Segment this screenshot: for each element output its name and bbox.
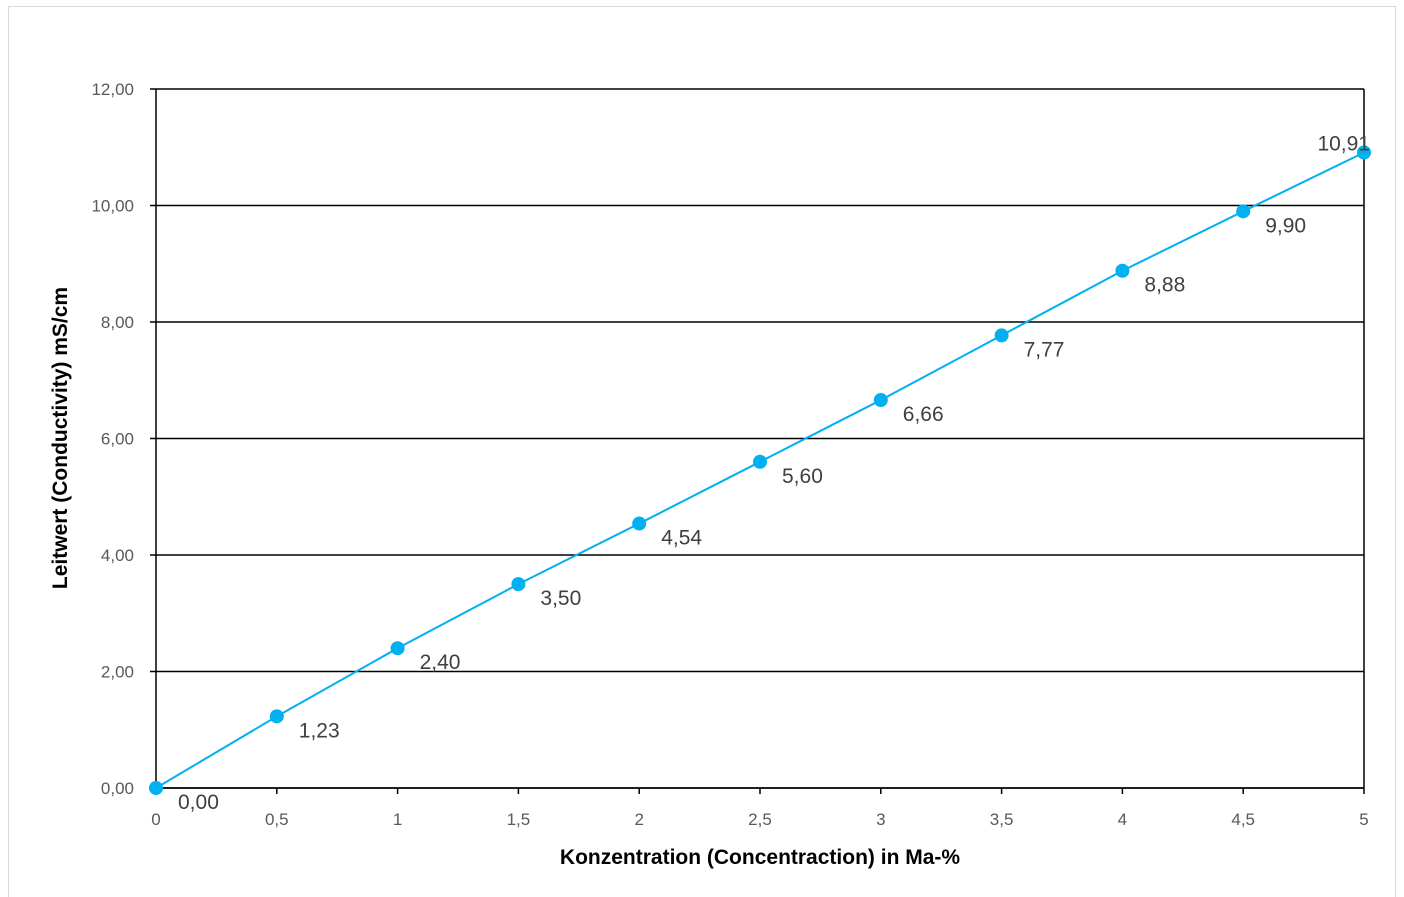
x-tick-label: 3,5: [990, 810, 1014, 829]
x-tick-label: 2: [634, 810, 643, 829]
data-label: 8,88: [1144, 274, 1185, 297]
data-label: 5,60: [782, 465, 823, 488]
data-label: 1,23: [299, 719, 340, 742]
data-point: [1357, 145, 1371, 160]
x-tick-label: 2,5: [748, 810, 772, 829]
x-tick-label: 5: [1359, 810, 1368, 829]
x-axis-title: Konzentration (Concentraction) in Ma-%: [560, 846, 960, 869]
x-tick-label: 0: [151, 810, 160, 829]
axes: [150, 88, 1365, 794]
data-point: [1115, 263, 1130, 278]
data-point: [511, 577, 526, 592]
data-label: 6,66: [903, 403, 944, 426]
y-tick-labels: 0,00 2,00 4,00 6,00 8,00 10,00 12,00: [91, 80, 134, 798]
data-label: 3,50: [540, 587, 581, 610]
data-labels: 0,00 1,23 2,40 3,50 4,54 5,60 6,66 7,77 8,88 9,90…: [178, 132, 1370, 814]
data-label: 9,90: [1265, 214, 1306, 237]
x-tick-label: 0,5: [265, 810, 289, 829]
y-axis-title: Leitwert (Conductivity) mS/cm: [49, 287, 72, 589]
data-label: 7,77: [1024, 338, 1065, 361]
data-point: [149, 781, 163, 795]
data-label: 0,00: [178, 791, 219, 814]
data-label: 10,91: [1317, 132, 1370, 155]
y-tick-label: 10,00: [91, 197, 134, 216]
y-tick-label: 4,00: [101, 546, 134, 565]
x-tick-label: 1,5: [507, 810, 531, 829]
x-tick-label: 4,5: [1231, 810, 1255, 829]
data-point: [1236, 204, 1251, 219]
series-group: [149, 145, 1371, 795]
data-point: [753, 454, 767, 469]
data-point: [873, 393, 888, 408]
data-label: 2,40: [420, 651, 461, 674]
data-point: [269, 709, 284, 724]
data-point: [390, 641, 405, 656]
chart-area: [8, 6, 1396, 897]
data-point: [632, 516, 647, 531]
series-line: [155, 151, 1365, 789]
x-tick-label: 4: [1118, 810, 1127, 829]
y-tick-label: 6,00: [101, 430, 134, 449]
x-tick-labels: 0 0,5 1 1,5 2 2,5 3 3,5 4 4,5 5: [151, 810, 1368, 829]
y-tick-label: 8,00: [101, 313, 134, 332]
y-tick-label: 0,00: [101, 779, 134, 798]
y-tick-label: 2,00: [101, 663, 134, 682]
y-tick-label: 12,00: [91, 80, 134, 99]
x-tick-label: 1: [393, 810, 402, 829]
data-label: 4,54: [661, 527, 702, 550]
data-point: [994, 328, 1009, 343]
x-tick-label: 3: [876, 810, 885, 829]
